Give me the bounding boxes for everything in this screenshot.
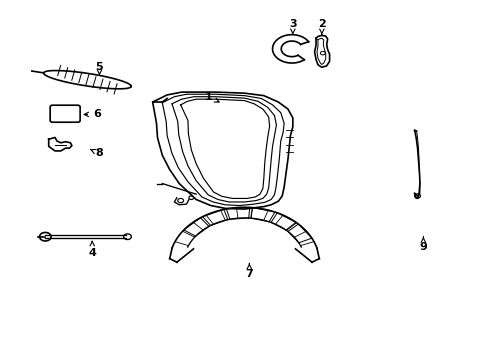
FancyBboxPatch shape xyxy=(50,105,80,122)
Text: 8: 8 xyxy=(90,148,103,158)
Text: 3: 3 xyxy=(288,19,296,35)
Text: 2: 2 xyxy=(317,19,325,35)
Text: 1: 1 xyxy=(204,92,219,102)
Text: 5: 5 xyxy=(96,62,103,75)
Text: 6: 6 xyxy=(84,109,101,120)
Text: 4: 4 xyxy=(88,242,96,258)
Text: 7: 7 xyxy=(245,264,253,279)
Text: 9: 9 xyxy=(419,237,427,252)
